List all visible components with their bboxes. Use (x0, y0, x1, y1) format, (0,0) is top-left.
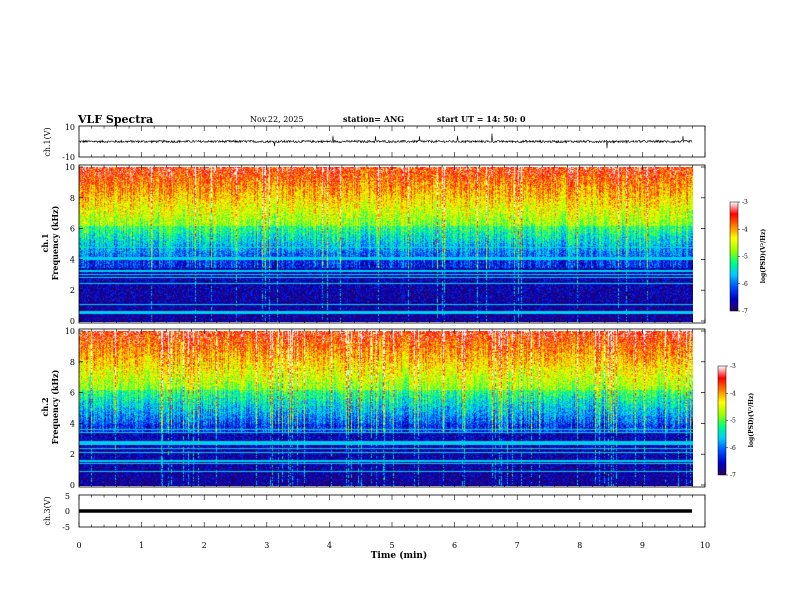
ch3-ytick-bottom: -5 (62, 523, 70, 532)
spec-ytick-label: 2 (70, 286, 75, 295)
x-tick-label: 3 (264, 541, 269, 550)
colorbar-tick-label: -4 (742, 226, 748, 233)
spec-ytick-label: 0 (70, 481, 75, 490)
spec-ytick-label: 4 (70, 255, 75, 264)
ch2-colorbar-label: log(PSD)(V²/Hz) (748, 393, 755, 448)
ch2-colorbar-gradient (718, 366, 726, 475)
colorbar-tick-label: -4 (730, 390, 736, 397)
spec-ytick-label: 8 (70, 358, 75, 367)
colorbar-tick-label: -7 (730, 472, 736, 479)
ch1-colorbar-label: log(PSD)(V²/Hz) (760, 229, 767, 284)
x-tick-label: 6 (452, 541, 457, 550)
spec-ytick-label: 8 (70, 194, 75, 203)
ch1-colorbar: -3 -4 -5 -6 -7 log(PSD)(V²/Hz) (729, 199, 767, 315)
x-tick-label: 4 (327, 541, 332, 550)
ch1-ylabel: ch.1(V) (43, 127, 52, 156)
ch1-spec-ylabel: Frequency (kHz) (50, 205, 60, 280)
spec-ytick-label: 2 (70, 450, 75, 459)
ch2-spec-ylabel-top: ch.2 (40, 397, 50, 416)
ch2-spectrogram-panel: 0 2 4 6 8 10 ch.2 Frequency (kHz) (40, 327, 706, 490)
ch2-spec-ylabel: Frequency (kHz) (50, 369, 60, 444)
x-tick-label: 7 (515, 541, 520, 550)
ch3-waveform-panel: 5 0 -5 ch.3(V) (43, 492, 706, 532)
ch3-ytick-mid: 0 (65, 507, 70, 516)
x-tick-label: 0 (76, 541, 81, 550)
spec-ytick-label: 10 (65, 163, 75, 172)
ch3-ylabel: ch.3(V) (43, 496, 52, 525)
x-tick-label: 10 (700, 541, 710, 550)
x-tick-label: 1 (139, 541, 144, 550)
x-axis-ticks (78, 126, 706, 527)
ch1-ytick-top: 10 (65, 123, 75, 132)
ch1-colorbar-gradient (730, 202, 738, 311)
spec-ytick-label: 6 (70, 389, 75, 398)
spec-ytick-label: 4 (70, 419, 75, 428)
colorbar-tick-label: -6 (742, 281, 748, 288)
x-tick-label: 9 (640, 541, 645, 550)
spec-ytick-label: 6 (70, 225, 75, 234)
start-time-label: start UT = 14: 50: 0 (437, 114, 526, 124)
colorbar-tick-label: -6 (730, 445, 736, 452)
x-tick-label: 2 (202, 541, 207, 550)
ch3-ytick-top: 5 (65, 492, 70, 501)
ch1-waveform-panel: 10 -10 ch.1(V) (43, 123, 706, 162)
x-axis-tick-labels: 0 1 2 3 4 5 6 7 8 9 10 (76, 541, 710, 550)
colorbar-tick-label: -7 (742, 308, 748, 315)
ch1-spectrogram-panel: 0 2 4 6 8 10 ch.1 Frequency (kHz) (40, 163, 706, 326)
ch1-spectrogram-image (79, 167, 693, 322)
figure-title: VLF Spectra (77, 113, 153, 126)
station-label: station= ANG (343, 114, 404, 124)
x-axis-label: Time (min) (371, 550, 428, 561)
colorbar-tick-label: -5 (742, 254, 748, 261)
colorbar-tick-label: -5 (730, 418, 736, 425)
x-tick-label: 8 (577, 541, 582, 550)
ch1-ytick-bottom: -10 (62, 153, 75, 162)
spec-ytick-label: 10 (65, 327, 75, 336)
ch1-spec-ylabel-top: ch.1 (40, 233, 50, 252)
colorbar-tick-label: -3 (730, 363, 736, 370)
ch2-spectrogram-image (79, 331, 693, 486)
colorbar-tick-label: -3 (742, 199, 748, 206)
ch1-waveform-trace (78, 133, 693, 149)
spec-ytick-label: 0 (70, 317, 75, 326)
date-label: Nov.22, 2025 (250, 115, 304, 124)
x-tick-label: 5 (389, 541, 394, 550)
ch2-colorbar: -3 -4 -5 -6 -7 log(PSD)(V²/Hz) (717, 363, 755, 479)
